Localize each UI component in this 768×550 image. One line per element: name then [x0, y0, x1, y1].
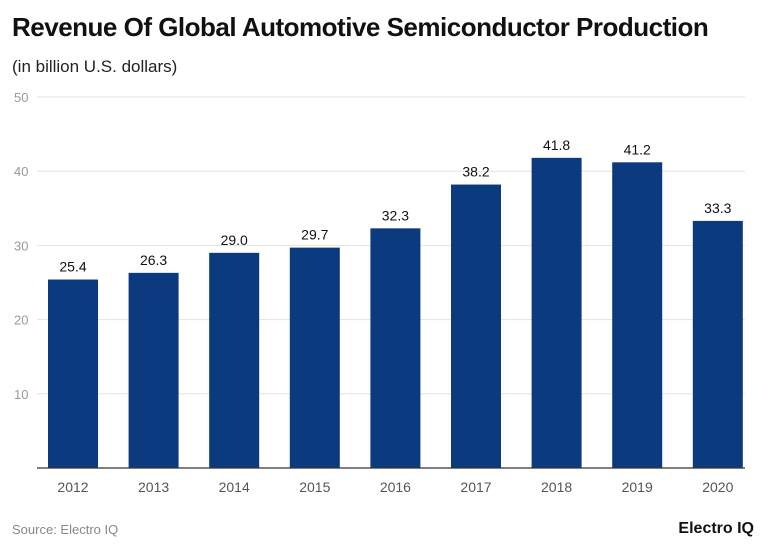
bar: [370, 228, 421, 468]
data-label: 41.8: [543, 137, 570, 153]
data-label: 25.4: [59, 259, 86, 275]
data-label: 26.3: [140, 252, 167, 268]
data-label: 38.2: [462, 164, 489, 180]
y-tick-label: 40: [14, 164, 28, 179]
bar: [289, 247, 340, 468]
bar: [128, 272, 179, 468]
data-label: 29.0: [221, 232, 248, 248]
y-tick-label: 10: [14, 387, 28, 402]
bar: [48, 279, 98, 468]
chart-title: Revenue Of Global Automotive Semiconduct…: [12, 12, 709, 42]
x-tick-label: 2019: [622, 479, 653, 495]
y-tick-label: 50: [14, 90, 28, 105]
data-label: 41.2: [624, 141, 651, 157]
data-label: 32.3: [382, 207, 409, 223]
x-tick-label: 2014: [219, 479, 250, 495]
x-tick-label: 2020: [702, 479, 733, 495]
bar: [451, 184, 501, 468]
bar: [209, 252, 260, 468]
data-label: 29.7: [301, 227, 328, 243]
bar: [692, 220, 743, 468]
bar: [612, 162, 663, 468]
x-tick-label: 2017: [460, 479, 491, 495]
x-tick-label: 2013: [138, 479, 169, 495]
y-tick-label: 20: [14, 313, 28, 328]
electro-iq-logo: Electro IQ: [678, 520, 754, 537]
chart-subtitle: (in billion U.S. dollars): [12, 57, 178, 76]
x-tick-label: 2015: [299, 479, 330, 495]
x-tick-label: 2018: [541, 479, 572, 495]
bar: [531, 157, 582, 468]
source-note: Source: Electro IQ: [12, 522, 119, 537]
data-label: 33.3: [704, 200, 731, 216]
x-tick-label: 2012: [57, 479, 88, 495]
x-tick-label: 2016: [380, 479, 411, 495]
y-tick-label: 30: [14, 238, 28, 253]
